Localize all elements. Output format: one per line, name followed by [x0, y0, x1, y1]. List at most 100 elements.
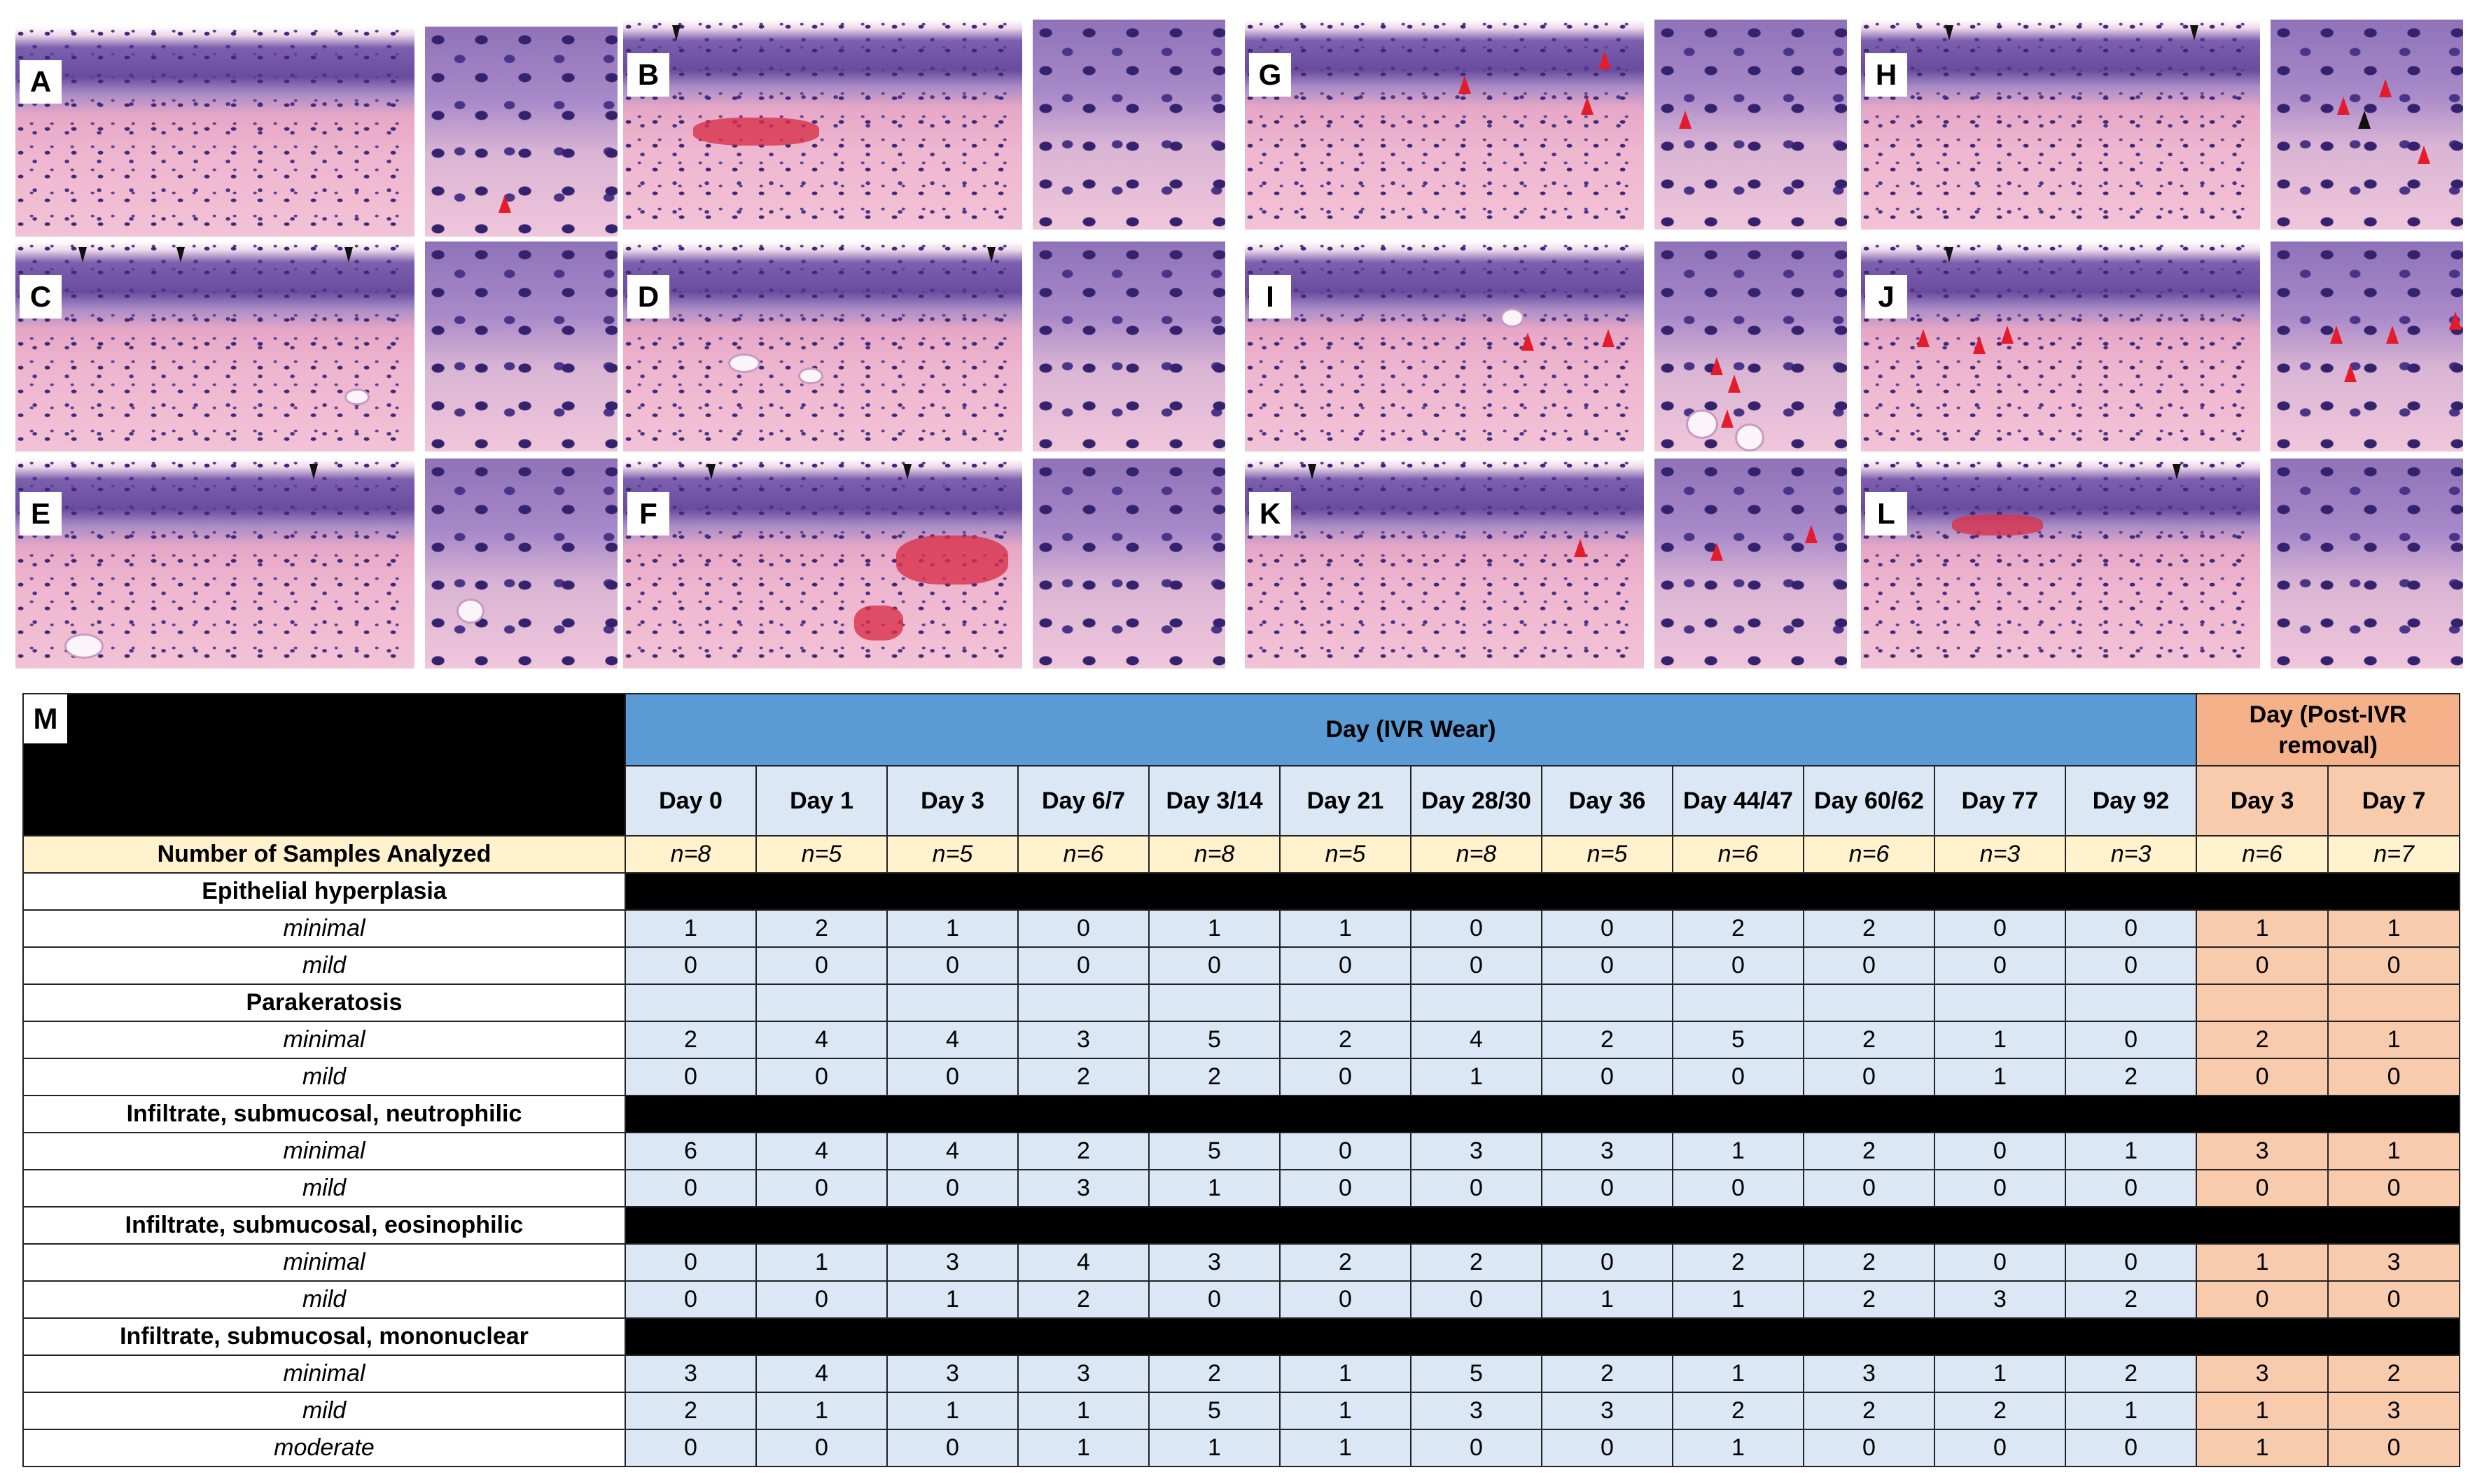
table-cell: 0 [2064, 1243, 2198, 1282]
black-arrow-icon [672, 25, 681, 41]
category-fill [624, 1317, 2461, 1356]
column-header-day-post: Day 3 [2196, 765, 2329, 836]
category-header-row: Parakeratosis [22, 983, 2461, 1022]
table-cell: 3 [1017, 1354, 1150, 1393]
red-arrowhead-icon [2386, 326, 2399, 344]
column-header-day: Day 3 [886, 765, 1019, 836]
table-cell: 2 [1672, 909, 1804, 948]
histology-panel-l: L [1861, 458, 2463, 668]
table-cell: 0 [2327, 1058, 2461, 1096]
table-cell: 2 [1672, 1392, 1804, 1430]
table-cell: 0 [1934, 1132, 2066, 1170]
table-cell: 0 [1148, 1280, 1281, 1319]
table-cell: 0 [886, 946, 1019, 985]
table-row: minimal 0 1 3 4 3 2 2 0 2 2 0 0 1 3 [22, 1243, 2461, 1282]
column-header-day: Day 92 [2064, 765, 2198, 836]
black-arrow-icon [2173, 464, 2181, 479]
table-cell: 0 [755, 1280, 888, 1319]
table-cell: 2 [625, 1392, 757, 1430]
table-cell: 4 [755, 1132, 888, 1170]
table-cell: 0 [625, 1058, 757, 1096]
table-cell: 0 [1410, 909, 1542, 948]
empty-cell [1541, 983, 1673, 1022]
severity-label: minimal [22, 1243, 626, 1282]
severity-label: mild [22, 1280, 626, 1319]
table-cell: 1 [1672, 1132, 1804, 1170]
red-arrowhead-icon [1973, 336, 1986, 354]
table-cell: 1 [1279, 1429, 1411, 1467]
table-cell: 2 [2327, 1354, 2461, 1393]
empty-cell [1410, 983, 1542, 1022]
table-cell: 0 [755, 1169, 888, 1208]
table-cell: 5 [1672, 1021, 1804, 1059]
table-cell: 0 [1410, 1429, 1542, 1467]
black-arrow-icon [344, 247, 353, 262]
table-cell: 0 [2064, 909, 2198, 948]
table-corner-cell: M [22, 693, 626, 836]
table-cell: 3 [1541, 1392, 1673, 1430]
empty-cell [1934, 983, 2066, 1022]
table-cell: 0 [1672, 946, 1804, 985]
table-cell: 1 [1934, 1354, 2066, 1393]
histology-panel-f: F [623, 458, 1225, 668]
category-fill [624, 1206, 2461, 1245]
black-arrow-icon [78, 247, 87, 262]
sample-count: n=7 [2327, 835, 2461, 874]
empty-cell [2196, 983, 2329, 1022]
table-cell: 1 [1148, 909, 1281, 948]
severity-label: mild [22, 1058, 626, 1096]
vessel-lumen [728, 354, 760, 373]
table-cell: 0 [755, 1429, 888, 1467]
table-cell: 0 [2064, 946, 2198, 985]
red-arrowhead-icon [1917, 329, 1930, 347]
table-cell: 1 [886, 909, 1019, 948]
table-cell: 0 [1672, 1169, 1804, 1208]
table-cell: 3 [1934, 1280, 2066, 1319]
black-arrowhead-icon [2358, 111, 2371, 129]
table-cell: 2 [1541, 1021, 1673, 1059]
table-row: mild 0 0 0 3 1 0 0 0 0 0 0 0 0 0 [22, 1169, 2461, 1208]
column-header-day: Day 1 [755, 765, 888, 836]
severity-label: mild [22, 1392, 626, 1430]
sample-count: n=3 [2064, 835, 2198, 874]
table-cell: 2 [1148, 1058, 1281, 1096]
table-cell: 0 [1934, 1243, 2066, 1282]
empty-cell [1279, 983, 1411, 1022]
table-cell: 5 [1148, 1132, 1281, 1170]
micrograph-image [1861, 20, 2260, 230]
sample-count: n=8 [625, 835, 757, 874]
micrograph-inset-image [1654, 458, 1847, 668]
black-arrow-icon [987, 247, 996, 262]
table-cell: 0 [755, 1058, 888, 1096]
sample-count: n=3 [1934, 835, 2066, 874]
sample-count: n=8 [1410, 835, 1542, 874]
table-cell: 0 [1410, 1169, 1542, 1208]
empty-cell [755, 983, 888, 1022]
table-cell: 0 [1410, 1280, 1542, 1319]
panel-label: D [627, 275, 669, 318]
empty-cell [1148, 983, 1281, 1022]
severity-label: minimal [22, 1132, 626, 1170]
vessel-lumen [456, 598, 484, 624]
table-cell: 2 [625, 1021, 757, 1059]
panel-label: A [20, 60, 62, 104]
severity-label: minimal [22, 1354, 626, 1393]
black-arrow-icon [707, 464, 716, 479]
category-label: Epithelial hyperplasia [22, 872, 626, 911]
vessel-lumen [1735, 424, 1764, 451]
category-fill [624, 872, 2461, 911]
table-row: mild 2 1 1 1 5 1 3 3 2 2 2 1 1 3 [22, 1392, 2461, 1430]
table-cell: 0 [1934, 1169, 2066, 1208]
table-cell: 1 [755, 1392, 888, 1430]
histology-figure: A B C D E F G H I J K L [0, 0, 2482, 672]
table-row: minimal 2 4 4 3 5 2 4 2 5 2 1 0 2 1 [22, 1021, 2461, 1059]
table-cell: 3 [1017, 1169, 1150, 1208]
table-cell: 3 [2196, 1354, 2329, 1393]
micrograph-image [1245, 458, 1644, 668]
sample-count: n=5 [1541, 835, 1673, 874]
red-arrowhead-icon [2330, 326, 2343, 344]
red-arrowhead-icon [1521, 332, 1534, 351]
micrograph-image [623, 241, 1022, 451]
micrograph-image [1245, 20, 1644, 230]
red-arrowhead-icon [1574, 539, 1587, 557]
